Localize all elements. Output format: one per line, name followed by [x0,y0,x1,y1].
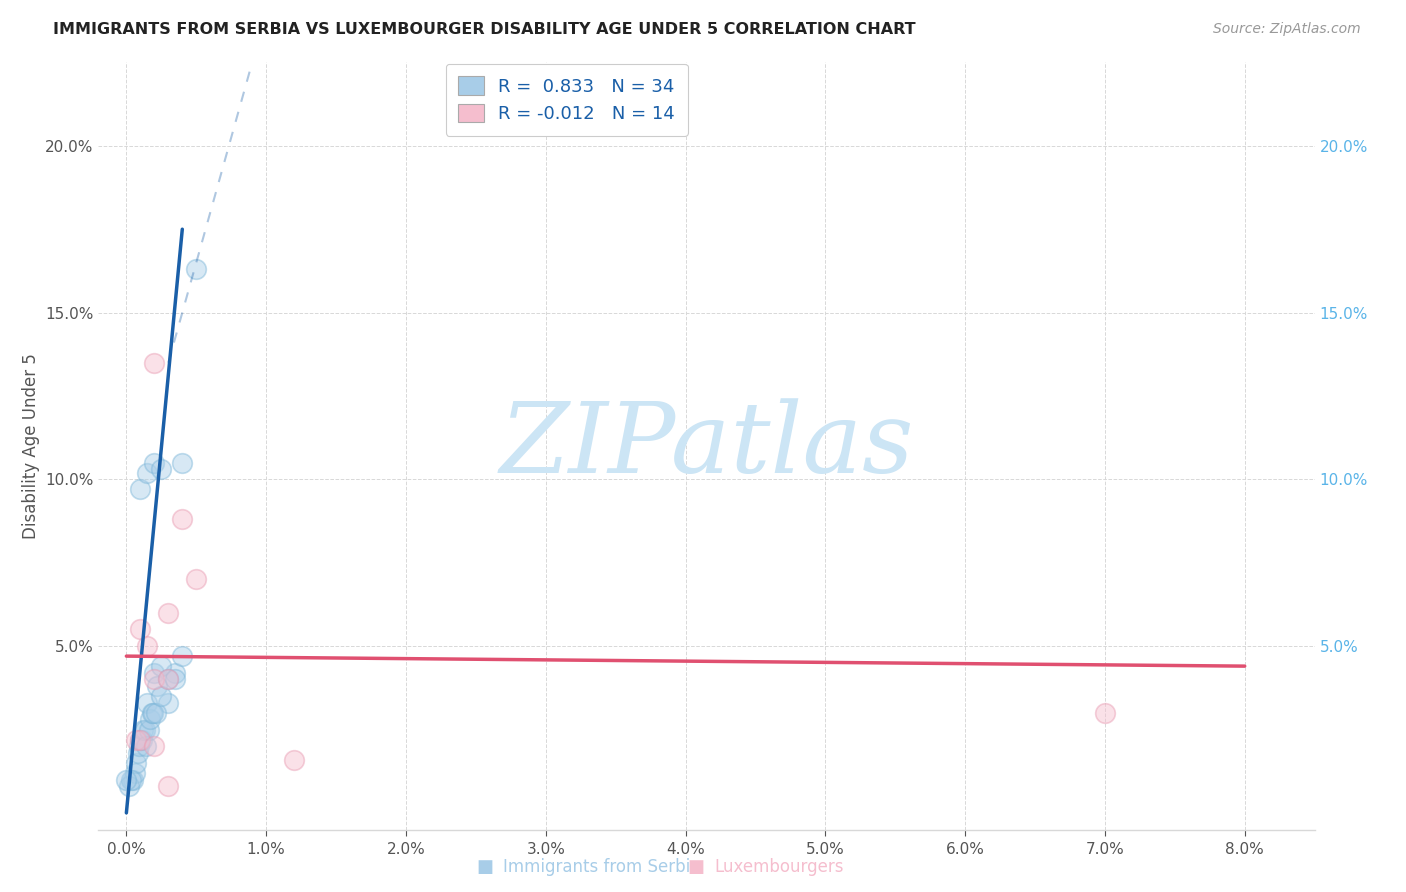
Point [150,689,173,703]
Point [142,706,165,720]
Point [172,649,194,664]
Y-axis label: Disability Age Under 5: Disability Age Under 5 [22,353,41,539]
Point [157,673,180,687]
Point [125,756,148,770]
Point [136,639,159,653]
Point [132,723,155,737]
Point [129,623,152,637]
Point [124,765,146,780]
Point [150,659,173,673]
Point [129,483,152,497]
Point [165,665,187,680]
Point [115,772,138,787]
Point [129,732,152,747]
Point [122,772,145,787]
Point [136,696,159,710]
Point [134,723,156,737]
Point [127,746,149,760]
Point [172,512,194,526]
Point [186,262,208,277]
Point [135,739,157,754]
Point [143,356,166,370]
Text: Immigrants from Serbia: Immigrants from Serbia [503,858,700,876]
Point [143,673,166,687]
Point [125,732,148,747]
Point [165,673,187,687]
Point [146,679,169,693]
Point [131,732,153,747]
Point [138,723,160,737]
Point [145,706,167,720]
Point [283,752,305,766]
Point [139,713,162,727]
Legend: R =  0.833   N = 34, R = -0.012   N = 14: R = 0.833 N = 34, R = -0.012 N = 14 [446,64,688,136]
Point [136,466,159,480]
Point [143,456,166,470]
Point [118,779,141,793]
Point [141,706,163,720]
Point [150,462,173,476]
Text: ZIPatlas: ZIPatlas [499,399,914,493]
Text: ■: ■ [688,858,704,876]
Point [129,732,152,747]
Text: Luxembourgers: Luxembourgers [714,858,844,876]
Point [128,739,150,754]
Text: ■: ■ [477,858,494,876]
Text: IMMIGRANTS FROM SERBIA VS LUXEMBOURGER DISABILITY AGE UNDER 5 CORRELATION CHART: IMMIGRANTS FROM SERBIA VS LUXEMBOURGER D… [53,22,917,37]
Point [157,606,180,620]
Point [143,739,166,754]
Point [157,696,180,710]
Point [120,772,142,787]
Point [186,573,208,587]
Point [1094,706,1116,720]
Point [172,456,194,470]
Point [143,665,166,680]
Point [157,673,180,687]
Point [157,779,180,793]
Text: Source: ZipAtlas.com: Source: ZipAtlas.com [1213,22,1361,37]
